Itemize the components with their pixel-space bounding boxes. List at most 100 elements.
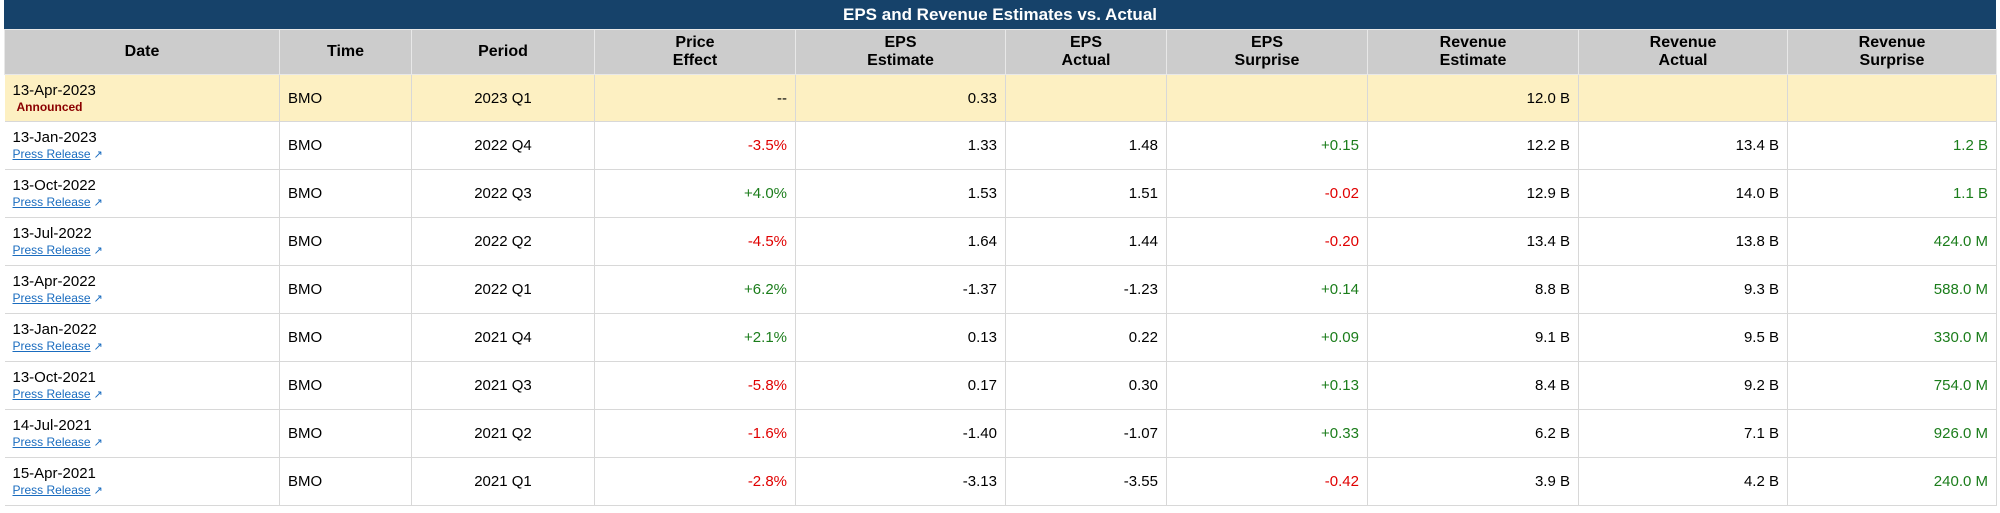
date-cell: 13-Jul-2022 Press Release ↗ — [4, 217, 280, 266]
revenue-surprise-cell: 588.0 M — [1787, 265, 1997, 314]
eps-surprise-cell: +0.15 — [1166, 121, 1368, 170]
external-link-icon: ↗ — [93, 197, 103, 209]
price-effect-cell: -5.8% — [594, 361, 796, 410]
col-header-eps-surprise[interactable]: EPS Surprise — [1166, 29, 1368, 75]
table-row: 13-Jan-2023 Press Release ↗ BMO 2022 Q4 -… — [4, 121, 1997, 170]
date-value: 14-Jul-2021 — [12, 417, 92, 434]
date-value: 13-Apr-2023 — [12, 82, 96, 99]
revenue-actual-cell: 13.4 B — [1578, 121, 1788, 170]
time-cell: BMO — [279, 313, 412, 362]
eps-estimate-cell: 0.33 — [795, 74, 1006, 122]
revenue-actual-cell — [1578, 74, 1788, 122]
col-header-revenue-estimate[interactable]: Revenue Estimate — [1367, 29, 1579, 75]
eps-actual-cell: -1.07 — [1005, 409, 1167, 458]
announced-badge: Announced — [16, 100, 83, 114]
period-cell: 2021 Q1 — [411, 457, 595, 506]
price-effect-cell: +2.1% — [594, 313, 796, 362]
revenue-estimate-cell: 3.9 B — [1367, 457, 1579, 506]
revenue-surprise-cell: 754.0 M — [1787, 361, 1997, 410]
upcoming-row: 13-Apr-2023 Announced BMO 2023 Q1 -- 0.3… — [4, 74, 1997, 122]
time-cell: BMO — [279, 265, 412, 314]
eps-surprise-cell: -0.20 — [1166, 217, 1368, 266]
eps-surprise-cell — [1166, 74, 1368, 122]
col-header-eps-actual[interactable]: EPS Actual — [1005, 29, 1167, 75]
date-cell: 13-Apr-2023 Announced — [4, 74, 280, 122]
period-cell: 2022 Q2 — [411, 217, 595, 266]
col-header-time[interactable]: Time — [279, 29, 412, 75]
revenue-surprise-cell: 1.1 B — [1787, 169, 1997, 218]
eps-surprise-cell: +0.13 — [1166, 361, 1368, 410]
revenue-estimate-cell: 8.8 B — [1367, 265, 1579, 314]
revenue-estimate-cell: 12.9 B — [1367, 169, 1579, 218]
table-row: 13-Oct-2021 Press Release ↗ BMO 2021 Q3 -… — [4, 361, 1997, 410]
eps-estimate-cell: 0.13 — [795, 313, 1006, 362]
earnings-table-widget: EPS and Revenue Estimates vs. Actual Dat… — [4, 0, 1997, 506]
table-row: 13-Oct-2022 Press Release ↗ BMO 2022 Q3 +… — [4, 169, 1997, 218]
external-link-icon: ↗ — [93, 245, 103, 257]
press-release-link[interactable]: Press Release ↗ — [12, 195, 103, 209]
eps-estimate-cell: 0.17 — [795, 361, 1006, 410]
external-link-icon: ↗ — [93, 437, 103, 449]
external-link-icon: ↗ — [93, 341, 103, 353]
date-cell: 15-Apr-2021 Press Release ↗ — [4, 457, 280, 506]
col-header-eps-estimate[interactable]: EPS Estimate — [795, 29, 1006, 75]
press-release-link[interactable]: Press Release ↗ — [12, 483, 103, 497]
revenue-actual-cell: 9.5 B — [1578, 313, 1788, 362]
revenue-estimate-cell: 12.2 B — [1367, 121, 1579, 170]
press-release-link[interactable]: Press Release ↗ — [12, 387, 103, 401]
eps-estimate-cell: 1.64 — [795, 217, 1006, 266]
external-link-icon: ↗ — [93, 485, 103, 497]
price-effect-cell: -4.5% — [594, 217, 796, 266]
revenue-estimate-cell: 9.1 B — [1367, 313, 1579, 362]
period-cell: 2021 Q2 — [411, 409, 595, 458]
time-cell: BMO — [279, 169, 412, 218]
col-header-revenue-actual[interactable]: Revenue Actual — [1578, 29, 1788, 75]
revenue-actual-cell: 7.1 B — [1578, 409, 1788, 458]
time-cell: BMO — [279, 409, 412, 458]
table-row: 13-Jul-2022 Press Release ↗ BMO 2022 Q2 -… — [4, 217, 1997, 266]
revenue-estimate-cell: 6.2 B — [1367, 409, 1579, 458]
period-cell: 2021 Q4 — [411, 313, 595, 362]
time-cell: BMO — [279, 121, 412, 170]
col-header-price-effect[interactable]: Price Effect — [594, 29, 796, 75]
period-cell: 2021 Q3 — [411, 361, 595, 410]
eps-actual-cell: 1.48 — [1005, 121, 1167, 170]
col-header-date[interactable]: Date — [4, 29, 280, 75]
eps-surprise-cell: -0.42 — [1166, 457, 1368, 506]
press-release-link[interactable]: Press Release ↗ — [12, 339, 103, 353]
eps-actual-cell: -1.23 — [1005, 265, 1167, 314]
date-cell: 14-Jul-2021 Press Release ↗ — [4, 409, 280, 458]
date-value: 15-Apr-2021 — [12, 465, 96, 482]
revenue-surprise-cell: 240.0 M — [1787, 457, 1997, 506]
press-release-link[interactable]: Press Release ↗ — [12, 147, 103, 161]
eps-actual-cell: 1.44 — [1005, 217, 1167, 266]
press-release-link[interactable]: Press Release ↗ — [12, 291, 103, 305]
revenue-surprise-cell: 424.0 M — [1787, 217, 1997, 266]
col-header-period[interactable]: Period — [411, 29, 595, 75]
date-value: 13-Oct-2022 — [12, 177, 96, 194]
press-release-link[interactable]: Press Release ↗ — [12, 243, 103, 257]
date-cell: 13-Oct-2021 Press Release ↗ — [4, 361, 280, 410]
time-cell: BMO — [279, 457, 412, 506]
earnings-table: Date Time Period Price Effect EPS Estimate… — [4, 29, 1997, 506]
header-row: Date Time Period Price Effect EPS Estimate… — [4, 29, 1997, 75]
time-cell: BMO — [279, 74, 412, 122]
revenue-estimate-cell: 13.4 B — [1367, 217, 1579, 266]
date-value: 13-Oct-2021 — [12, 369, 96, 386]
eps-estimate-cell: 1.33 — [795, 121, 1006, 170]
date-value: 13-Apr-2022 — [12, 273, 96, 290]
eps-actual-cell: -3.55 — [1005, 457, 1167, 506]
external-link-icon: ↗ — [93, 149, 103, 161]
eps-surprise-cell: +0.09 — [1166, 313, 1368, 362]
table-row: 13-Jan-2022 Press Release ↗ BMO 2021 Q4 +… — [4, 313, 1997, 362]
date-value: 13-Jan-2023 — [12, 129, 97, 146]
press-release-link[interactable]: Press Release ↗ — [12, 435, 103, 449]
period-cell: 2023 Q1 — [411, 74, 595, 122]
revenue-actual-cell: 9.2 B — [1578, 361, 1788, 410]
period-cell: 2022 Q1 — [411, 265, 595, 314]
col-header-revenue-surprise[interactable]: Revenue Surprise — [1787, 29, 1997, 75]
time-cell: BMO — [279, 361, 412, 410]
eps-surprise-cell: -0.02 — [1166, 169, 1368, 218]
date-value: 13-Jan-2022 — [12, 321, 97, 338]
eps-actual-cell: 0.22 — [1005, 313, 1167, 362]
